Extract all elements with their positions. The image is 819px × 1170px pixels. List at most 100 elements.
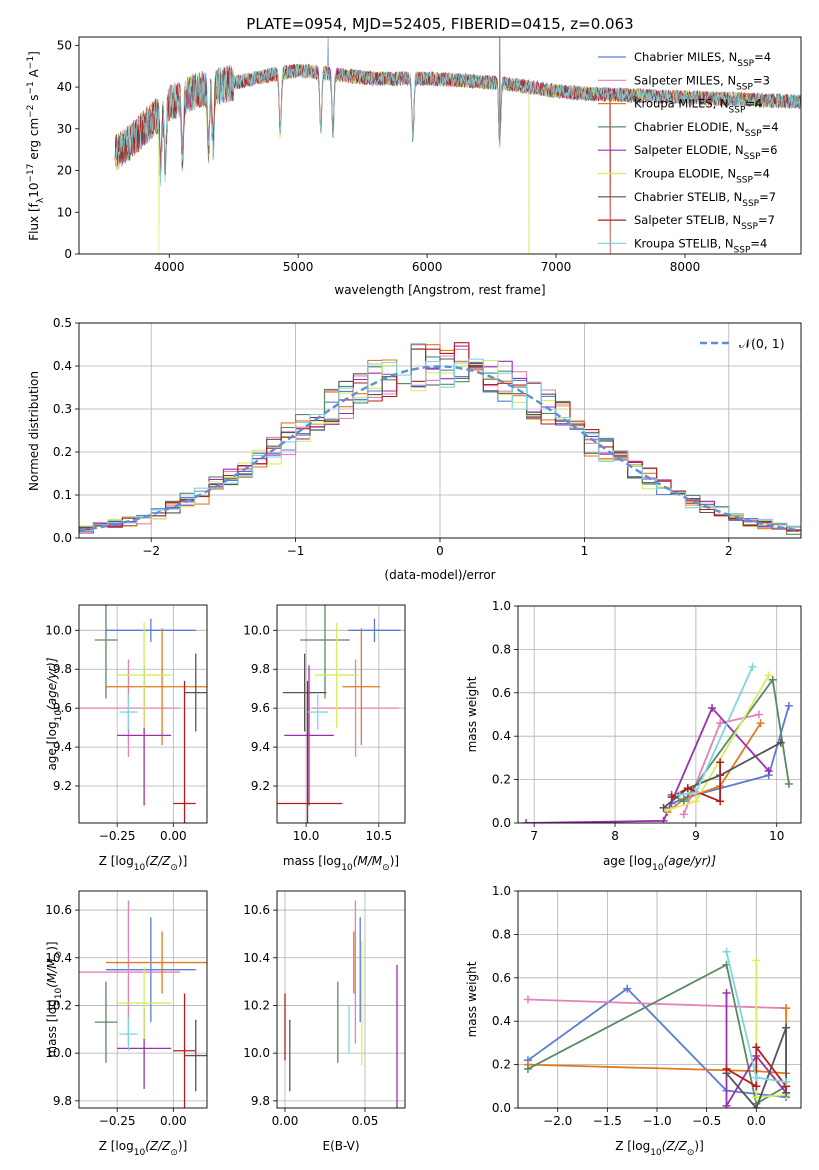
age_vs_Z-y-label-part: (age/yr)] bbox=[45, 657, 59, 710]
y-tick-label: 0.6 bbox=[492, 686, 511, 700]
age_vs_mass-x-label-part: ⊙ bbox=[382, 863, 390, 873]
weight-marker-salpeter-stelib bbox=[752, 1043, 761, 1052]
weight-marker-kroupa-stelib bbox=[752, 1073, 761, 1082]
mass_vs_Z-y-label-part: ⊙ bbox=[54, 951, 64, 959]
x-tick-label: −2.0 bbox=[543, 1114, 572, 1128]
legend-entry-salpeter-elodie-part: Salpeter ELODIE, N bbox=[634, 143, 744, 157]
weight_vs_age-x-label: age [log10(age/yr)] bbox=[603, 854, 716, 873]
weight-marker-kroupa-elodie bbox=[752, 1093, 761, 1102]
legend-entry-salpeter-miles-part: =3 bbox=[753, 73, 770, 87]
mass_vs_Z-y-label-part: mass [log bbox=[45, 999, 59, 1057]
x-tick-label: 0.00 bbox=[160, 829, 187, 843]
y-tick-label: 0.6 bbox=[492, 971, 511, 985]
y-tick-label: 10.0 bbox=[45, 623, 72, 637]
legend-entry-kroupa-elodie: Kroupa ELODIE, NSSP=4 bbox=[634, 167, 770, 186]
errorbar-kroupa-elodie bbox=[117, 967, 172, 1039]
weight-marker-salpeter-stelib bbox=[716, 758, 725, 767]
weight-line-chabrier-stelib bbox=[662, 741, 782, 809]
mass_vs_Z-x-label-part: ⊙ bbox=[170, 1148, 178, 1158]
normal-reference-curve bbox=[79, 365, 801, 532]
weight-line-chabrier-miles bbox=[671, 705, 790, 805]
age_vs_Z-x-label-part: 10 bbox=[134, 863, 146, 873]
y-tick-label: 9.8 bbox=[251, 662, 270, 676]
plot-area bbox=[284, 900, 398, 1108]
age-vs-mass-panel: 10.0 10.5 9.2 9.4 9.6 9.8 10.0 mass [log10(M/M⊙… bbox=[243, 604, 406, 873]
y-tick-label: 9.8 bbox=[53, 1094, 72, 1108]
y-tick-label: 9.4 bbox=[53, 740, 72, 754]
x-tick-label: 0.0 bbox=[747, 1114, 766, 1128]
legend-entry-chabrier-miles-part: Chabrier MILES, N bbox=[634, 50, 737, 64]
x-tick-label: 2 bbox=[725, 544, 733, 558]
age_vs_mass-x-label-part: 10 bbox=[341, 863, 353, 873]
weight_vs_Z-x-label-part: ⊙ bbox=[687, 1148, 695, 1158]
y-tick-label: 0.1 bbox=[53, 488, 72, 502]
plot-area bbox=[79, 605, 207, 823]
weight-line-chabrier-elodie bbox=[527, 963, 787, 1106]
age_vs_Z-x-label-part: )] bbox=[178, 854, 187, 868]
x-tick-label: 0 bbox=[436, 544, 444, 558]
errorbar-salpeter-elodie bbox=[284, 665, 334, 806]
spectrum-legend: Chabrier MILES, N SSP =4 Salpeter MILES, N S… bbox=[598, 50, 779, 255]
x-tick-label: −1 bbox=[287, 544, 305, 558]
axes-frame bbox=[78, 36, 802, 255]
errorbar-chabrier-miles bbox=[105, 917, 196, 1023]
mass_vs_Z-x-label-part: (Z/Z bbox=[145, 1139, 171, 1153]
spectrum-y-label-part: −1 bbox=[26, 56, 36, 69]
weight-line-chabrier-elodie bbox=[671, 677, 790, 803]
spectrum-y-label-part: A bbox=[27, 68, 41, 81]
spectrum-x-label: wavelength [Angstrom, rest frame] bbox=[334, 283, 545, 297]
plot-area bbox=[523, 947, 791, 1108]
weight-marker-salpeter-elodie bbox=[722, 988, 731, 997]
x-tick-label: 10 bbox=[769, 829, 784, 843]
legend-entry-salpeter-stelib-part: Salpeter STELIB, N bbox=[634, 213, 741, 227]
spectrum-y-label-part: Flux [f bbox=[27, 202, 41, 240]
weight-marker-chabrier-stelib bbox=[782, 1023, 791, 1032]
errorbar-chabrier-stelib bbox=[184, 653, 207, 732]
x-tick-label: 4000 bbox=[154, 260, 185, 274]
axes: −0.25 0.00 9.2 9.4 9.6 9.8 10.0 bbox=[45, 604, 208, 843]
plot-area bbox=[79, 342, 801, 535]
legend-entry-kroupa-miles-part: Kroupa MILES, N bbox=[634, 97, 729, 111]
axes-frame bbox=[517, 605, 802, 824]
errorbar-chabrier-miles bbox=[105, 618, 196, 642]
x-tick-label: 1 bbox=[581, 544, 589, 558]
errorbar-kroupa-stelib bbox=[119, 694, 138, 730]
weight-marker-chabrier-elodie bbox=[784, 779, 793, 788]
axes-frame bbox=[517, 890, 802, 1109]
weight-marker-kroupa-elodie bbox=[752, 956, 761, 965]
weight_vs_age-x-label-part: age [log bbox=[603, 854, 652, 868]
errorbar-kroupa-stelib bbox=[119, 1017, 138, 1051]
weight-marker-chabrier-elodie bbox=[523, 1064, 532, 1073]
age_vs_Z-x-label-part: (Z/Z bbox=[145, 854, 171, 868]
mass_vs_Z-x-label-part: 10 bbox=[134, 1148, 146, 1158]
weight_vs_age-y-label: mass weight bbox=[465, 676, 479, 752]
legend-entry-salpeter-stelib-part: SSP bbox=[741, 222, 758, 232]
age_vs_Z-x-label-part: ⊙ bbox=[170, 863, 178, 873]
weight-marker-salpeter-stelib bbox=[683, 784, 692, 793]
x-tick-label: −0.25 bbox=[99, 1114, 136, 1128]
age_vs_Z-x-label: Z [log10(Z/Z⊙)] bbox=[99, 854, 188, 873]
residuals-y-label: Normed distribution bbox=[27, 371, 41, 491]
legend-entry-salpeter-elodie-part: SSP bbox=[744, 152, 761, 162]
x-tick-label: −1.5 bbox=[593, 1114, 622, 1128]
y-tick-label: 10.2 bbox=[243, 998, 270, 1012]
weight-marker-kroupa-elodie bbox=[764, 671, 773, 680]
x-tick-label: 8 bbox=[611, 829, 619, 843]
weight-marker-kroupa-stelib bbox=[722, 947, 731, 956]
legend-entry-salpeter-miles-part: Salpeter MILES, N bbox=[634, 73, 736, 87]
spectrum-y-label-part: −17 bbox=[26, 164, 36, 183]
y-tick-label: 0 bbox=[64, 247, 72, 261]
legend-entry-chabrier-elodie-part: =4 bbox=[762, 120, 779, 134]
axes: −2 −1 0 1 2 0.0 0.1 0.2 0.3 0.4 0.5 bbox=[53, 316, 802, 558]
weight-line-salpeter-elodie bbox=[526, 706, 770, 823]
weight-vs-metallicity-panel: −2.0 −1.5 −1.0 −0.5 0.0 0.0 0.2 0.4 0.6 0.8 1.0 Z [… bbox=[465, 884, 802, 1158]
y-tick-label: 0.8 bbox=[492, 927, 511, 941]
y-tick-label: 9.2 bbox=[53, 779, 72, 793]
y-tick-label: 9.4 bbox=[251, 740, 270, 754]
y-tick-label: 10.6 bbox=[45, 903, 72, 917]
legend-entry-chabrier-elodie-part: Chabrier ELODIE, N bbox=[634, 120, 745, 134]
weight_vs_Z-x-label-part: Z [log bbox=[615, 1139, 650, 1153]
weight_vs_age-y-label-part: mass weight bbox=[465, 676, 479, 752]
figure-title: PLATE=0954, MJD=52405, FIBERID=0415, z=0… bbox=[246, 15, 633, 33]
